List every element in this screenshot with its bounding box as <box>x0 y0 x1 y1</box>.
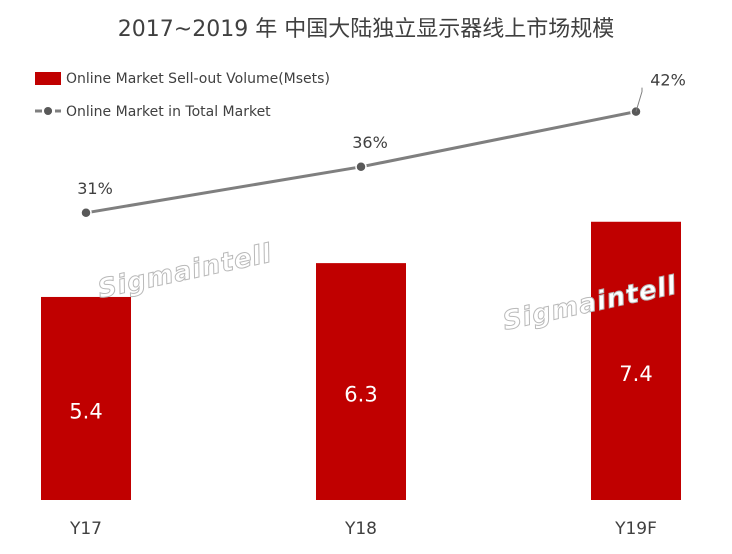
share-leader-Y19F <box>635 87 643 112</box>
category-label-Y17: Y17 <box>69 519 102 539</box>
category-labels: Y17 Y18 Y19F <box>69 519 657 539</box>
bar-value-label-Y18: 6.3 <box>344 383 377 407</box>
legend-label-bar: Online Market Sell-out Volume(Msets) <box>66 71 330 87</box>
category-label-Y18: Y18 <box>344 519 377 539</box>
legend-label-line: Online Market in Total Market <box>66 104 271 120</box>
category-label-Y19F: Y19F <box>614 519 657 539</box>
bar-series <box>41 221 681 500</box>
bar-value-label-Y17: 5.4 <box>69 399 102 423</box>
bar-Y19F <box>591 221 681 500</box>
share-label-Y17: 31% <box>77 179 113 198</box>
bar-Y17 <box>41 296 131 500</box>
share-label-Y18: 36% <box>352 133 388 152</box>
bar-value-labels: 5.4 6.3 7.4 <box>69 362 652 424</box>
share-point-Y18 <box>355 161 367 173</box>
bar-Y18 <box>316 263 406 500</box>
chart-title: 2017~2019 年 中国大陆独立显示器线上市场规模 <box>118 17 614 42</box>
legend-swatch-marker <box>44 107 52 115</box>
bar-value-label-Y19F: 7.4 <box>619 362 652 386</box>
legend: Online Market Sell-out Volume(Msets) Onl… <box>35 71 330 120</box>
line-series: 31% 36% 42% <box>77 71 686 219</box>
watermark-1: Sigmaintell <box>95 239 275 305</box>
share-point-Y17 <box>80 207 92 219</box>
share-label-Y19F: 42% <box>650 71 686 90</box>
legend-swatch-bar <box>35 72 61 85</box>
